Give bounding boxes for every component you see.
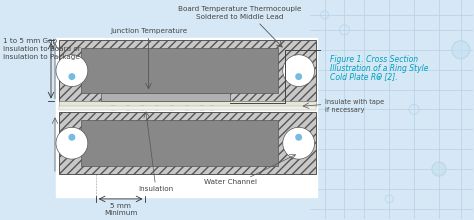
Bar <box>155 106 159 110</box>
Text: [2].: [2]. <box>382 73 398 82</box>
Circle shape <box>295 73 302 80</box>
Text: Water Channel: Water Channel <box>203 179 256 185</box>
Bar <box>56 38 317 197</box>
Bar <box>185 106 189 110</box>
Bar <box>170 106 174 110</box>
Text: Insulate with tape
if necessary: Insulate with tape if necessary <box>325 99 383 113</box>
Bar <box>59 106 316 110</box>
Circle shape <box>68 73 75 80</box>
Bar <box>126 106 129 110</box>
Circle shape <box>452 41 470 59</box>
Circle shape <box>68 134 75 141</box>
Bar <box>81 120 278 166</box>
Circle shape <box>283 127 315 159</box>
Bar <box>59 40 316 101</box>
Circle shape <box>283 55 315 86</box>
Text: Cold Plate RΘ: Cold Plate RΘ <box>329 73 382 82</box>
Circle shape <box>56 55 88 86</box>
Bar <box>59 101 316 106</box>
Text: Illustration of a Ring Style: Illustration of a Ring Style <box>329 64 428 73</box>
Bar <box>101 92 230 101</box>
Bar <box>111 106 115 110</box>
Bar <box>210 106 214 110</box>
Bar <box>140 106 145 110</box>
Text: Insulation: Insulation <box>138 186 173 192</box>
Text: 5 mm
Minimum: 5 mm Minimum <box>104 203 137 216</box>
Bar <box>81 48 278 94</box>
Text: 1 to 5 mm Gap
Insulation to Board or
Insulation to Package: 1 to 5 mm Gap Insulation to Board or Ins… <box>3 38 81 60</box>
Text: Board Temperature Thermocouple
Soldered to Middle Lead: Board Temperature Thermocouple Soldered … <box>178 6 302 20</box>
Text: Figure 1. Cross Section: Figure 1. Cross Section <box>329 55 418 64</box>
Bar <box>59 112 316 174</box>
Text: a: a <box>377 75 381 80</box>
Circle shape <box>432 162 446 176</box>
Circle shape <box>295 134 302 141</box>
Circle shape <box>56 127 88 159</box>
Bar <box>200 106 204 110</box>
Text: Junction Temperature: Junction Temperature <box>110 28 187 34</box>
